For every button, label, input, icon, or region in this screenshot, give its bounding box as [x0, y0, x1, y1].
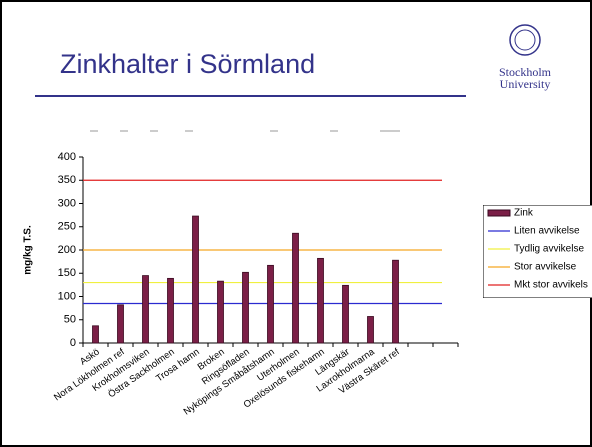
bar — [167, 277, 174, 344]
legend-label: Stor avvikelse — [514, 262, 577, 273]
logo-text: University — [500, 77, 551, 91]
y-tick-label: 150 — [58, 267, 76, 279]
legend-label: Liten avvikelse — [514, 226, 580, 237]
bar — [217, 280, 224, 344]
y-tick-label: 100 — [58, 290, 76, 302]
bar — [192, 215, 199, 344]
bar — [142, 275, 149, 344]
y-tick-label: 300 — [58, 197, 76, 209]
slide-title: Zinkhalter i Sörmland — [60, 49, 315, 79]
bar — [92, 325, 99, 344]
y-tick-label: 200 — [58, 244, 76, 256]
bar — [392, 259, 399, 344]
y-tick-label: 0 — [70, 337, 76, 349]
bar — [317, 257, 324, 344]
bar — [267, 264, 274, 344]
bar — [292, 232, 299, 344]
bar — [117, 304, 124, 344]
legend-swatch — [487, 209, 511, 217]
y-tick-label: 350 — [58, 174, 76, 186]
logo-seal — [509, 24, 541, 56]
logo-seal-inner — [514, 29, 536, 51]
y-tick-label: 50 — [64, 314, 76, 326]
legend-label: Tydlig avvikelse — [514, 244, 584, 255]
y-axis-label: mg/kg T.S. — [23, 225, 34, 275]
bar — [367, 316, 374, 344]
y-tick-label: 400 — [58, 151, 76, 163]
legend-label: Zink — [514, 208, 534, 219]
y-tick-label: 250 — [58, 221, 76, 233]
legend-label: Mkt stor avvikels — [514, 280, 588, 291]
bar — [342, 284, 349, 344]
legend: Zink Liten avvikelse Tydlig avvikelse Stor … — [483, 205, 592, 298]
legend-box — [483, 205, 592, 298]
logo-text: Stockholm — [499, 65, 552, 79]
bar — [242, 271, 249, 344]
